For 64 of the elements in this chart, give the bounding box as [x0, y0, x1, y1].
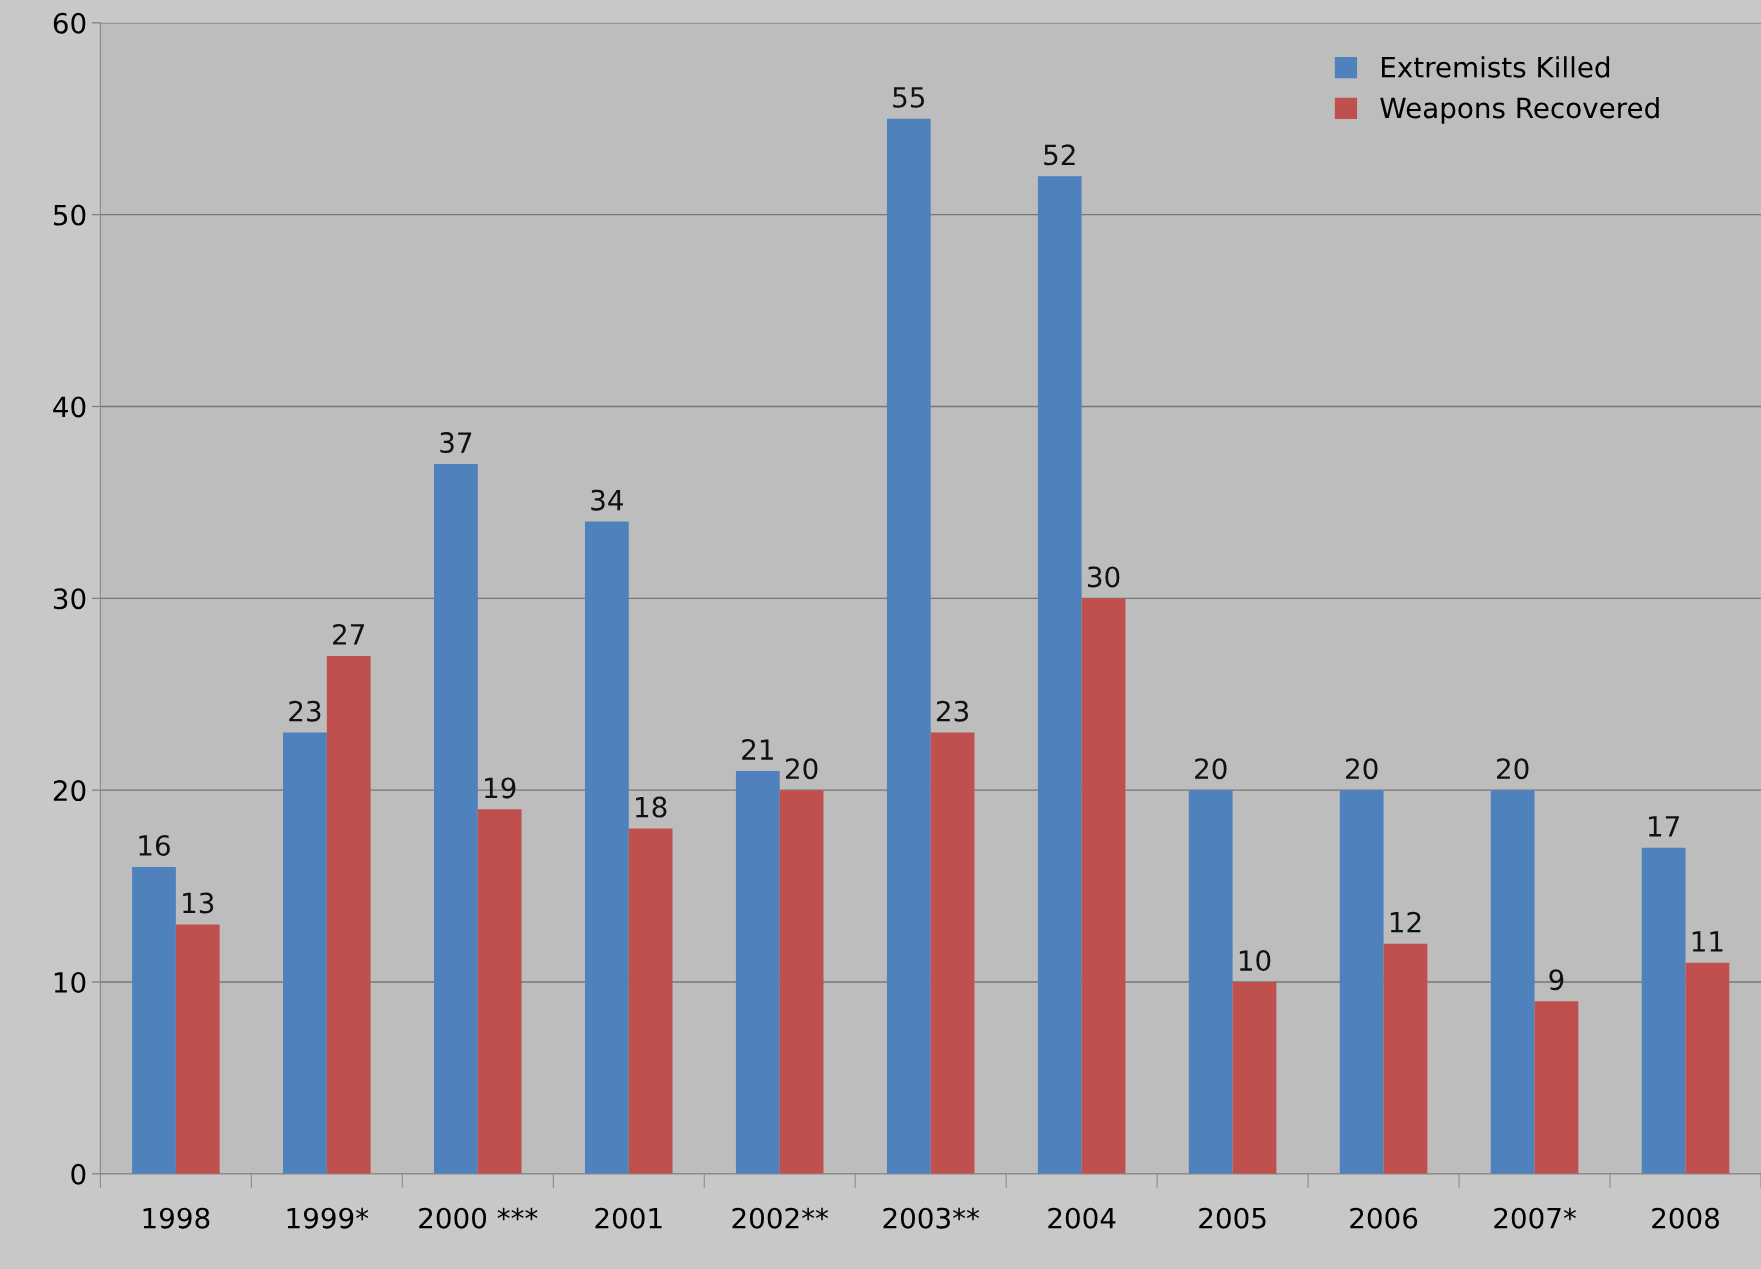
x-tick-label: 2004 — [1048, 1207, 1116, 1229]
bar — [1641, 847, 1686, 1174]
bar — [1339, 790, 1384, 1174]
data-label: 37 — [440, 432, 472, 454]
x-tick-label: 2003** — [883, 1207, 980, 1229]
x-tick-label: 1999* — [287, 1207, 369, 1229]
bar — [1383, 943, 1428, 1174]
data-label: 20 — [1195, 758, 1227, 780]
y-tick-label: 50 — [53, 204, 86, 226]
data-label: 52 — [1044, 144, 1075, 166]
data-label: 21 — [742, 739, 773, 760]
x-tick-label: 2007* — [1494, 1207, 1577, 1229]
data-label: 20 — [785, 758, 818, 780]
data-label: 17 — [1649, 816, 1679, 837]
y-tick-label: 10 — [54, 971, 86, 993]
bar — [1081, 598, 1126, 1174]
y-tick-label: 0 — [71, 1163, 86, 1185]
data-label: 18 — [636, 796, 667, 818]
x-tick-label: 1998 — [143, 1207, 210, 1229]
data-label: 16 — [139, 834, 170, 856]
x-tick-label: 2002** — [732, 1207, 829, 1229]
bar — [434, 464, 478, 1174]
y-tick-label: 60 — [53, 12, 86, 34]
bar — [1188, 790, 1233, 1174]
x-tick-label: 2005 — [1199, 1207, 1266, 1229]
legend-label: Extremists Killed — [1382, 56, 1610, 78]
bar — [1232, 981, 1277, 1174]
data-label: 23 — [936, 700, 969, 722]
bar — [1685, 962, 1730, 1174]
bar — [735, 770, 780, 1174]
data-label: 20 — [1346, 758, 1378, 780]
bar — [930, 732, 975, 1174]
x-tick-label: 2008 — [1652, 1207, 1719, 1229]
data-label: 11 — [1692, 931, 1723, 952]
data-label: 55 — [893, 87, 925, 108]
bar — [628, 828, 673, 1174]
bar — [886, 118, 931, 1174]
data-label: 13 — [183, 892, 214, 914]
y-tick-label: 30 — [53, 588, 86, 610]
legend-label: Weapons Recovered — [1380, 96, 1659, 124]
bar — [779, 790, 824, 1174]
bar — [283, 732, 327, 1174]
bar — [1037, 176, 1082, 1174]
bar — [1490, 790, 1535, 1174]
x-tick-label: 2001 — [595, 1207, 662, 1229]
bar — [132, 866, 176, 1174]
data-label: 20 — [1497, 758, 1529, 780]
data-label: 34 — [591, 489, 623, 511]
bar — [477, 809, 522, 1174]
data-label: 27 — [333, 623, 365, 645]
bar — [1534, 1001, 1579, 1174]
bar — [175, 924, 220, 1174]
data-label: 23 — [289, 700, 321, 722]
data-label: 9 — [1549, 969, 1564, 991]
data-label: 30 — [1087, 566, 1120, 588]
y-tick-label: 20 — [53, 780, 86, 802]
bar — [326, 655, 371, 1174]
x-tick-label: 2000 *** — [419, 1207, 538, 1229]
x-tick-label: 2006 — [1350, 1207, 1418, 1229]
data-label: 10 — [1239, 950, 1271, 972]
y-tick-label: 40 — [53, 396, 86, 418]
data-label: 12 — [1390, 911, 1421, 933]
data-label: 19 — [485, 777, 516, 799]
bar — [584, 521, 629, 1174]
